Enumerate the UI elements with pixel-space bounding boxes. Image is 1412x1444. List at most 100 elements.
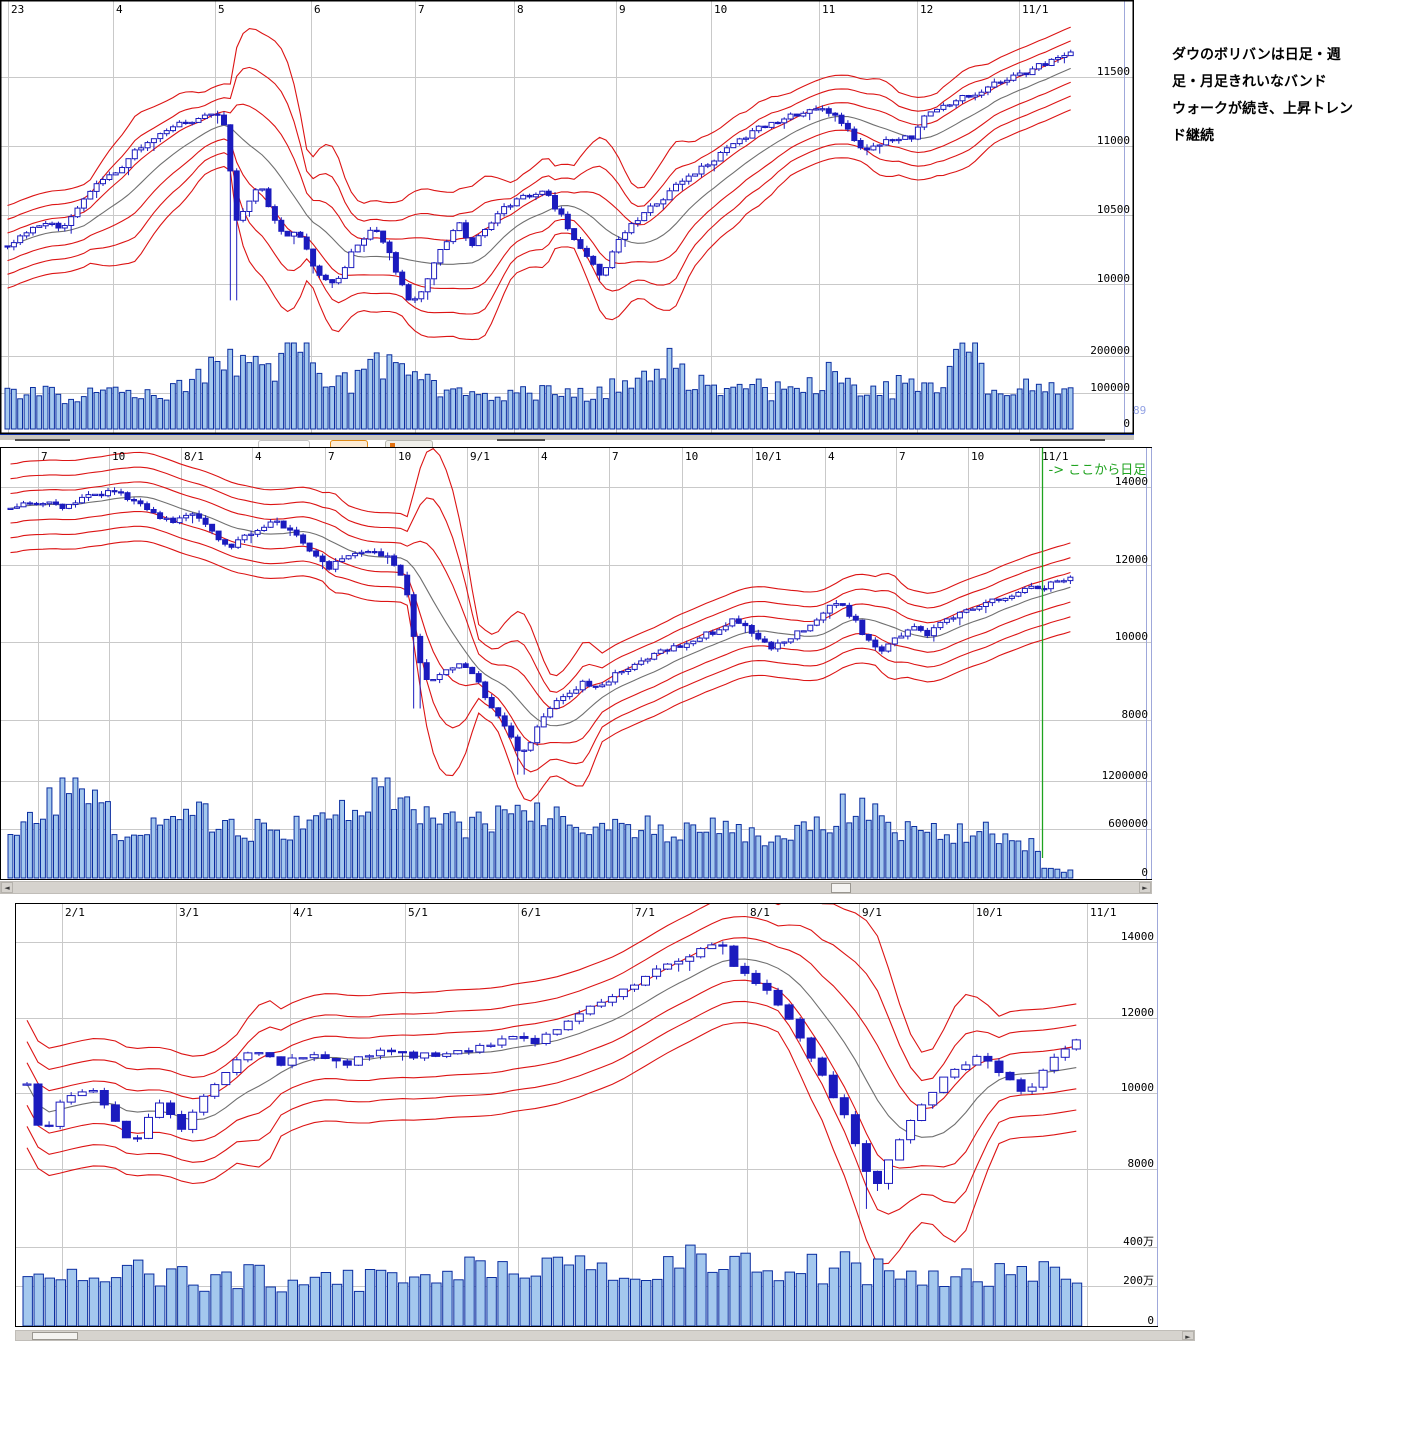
x-axis-tick-label: 6/1 xyxy=(521,906,541,919)
volume-tick-label: 600000 xyxy=(1108,817,1148,830)
price-tick-label: 10000 xyxy=(1097,272,1130,285)
x-axis-tick-label: 5 xyxy=(218,3,225,16)
x-axis-tick-label: 8/1 xyxy=(750,906,770,919)
daily-start-marker-label: -> ここから日足 xyxy=(1049,463,1147,478)
analysis-note-line: ダウのボリバンは日足・週 xyxy=(1172,47,1341,63)
x-axis-tick-label: 12 xyxy=(920,3,933,16)
bollinger-bands xyxy=(10,447,1071,802)
price-tick-label: 8000 xyxy=(1128,1157,1155,1170)
price-tick-label: 10000 xyxy=(1115,630,1148,643)
x-axis-tick-label: 7 xyxy=(612,450,619,463)
price-tick-label: 14000 xyxy=(1115,475,1148,488)
clipped-text-fragment xyxy=(15,439,70,441)
x-axis-tick-label: 11/1 xyxy=(1022,3,1049,16)
x-axis-tick-label: 7 xyxy=(418,3,425,16)
x-axis-tick-label: 4 xyxy=(255,450,262,463)
x-axis-tick-label: 5/1 xyxy=(408,906,428,919)
price-tick-label: 11500 xyxy=(1097,65,1130,78)
clipped-text-fragment xyxy=(497,439,545,441)
bollinger-bands xyxy=(26,903,1077,1265)
x-axis-tick-label: 9/1 xyxy=(470,450,490,463)
x-axis-tick-label: 9 xyxy=(619,3,626,16)
chart-3-scrollbar-thumb[interactable] xyxy=(32,1332,78,1340)
price-tick-label: 8000 xyxy=(1122,708,1149,721)
price-tick-label: 11000 xyxy=(1097,134,1130,147)
price-tick-label: 12000 xyxy=(1121,1006,1154,1019)
x-axis-tick-label: 7 xyxy=(899,450,906,463)
chart-2-scrollbar-thumb[interactable] xyxy=(831,883,851,893)
chart-3-scrollbar[interactable]: ► xyxy=(15,1330,1195,1341)
x-axis-tick-label: 6 xyxy=(314,3,321,16)
scroll-left-arrow-icon[interactable]: ◄ xyxy=(1,882,13,893)
volume-tick-label: 400万 xyxy=(1123,1235,1154,1248)
bollinger-bands xyxy=(7,26,1071,341)
price-tick-label: 12000 xyxy=(1115,553,1148,566)
analysis-note-line: 足・月足きれいなバンド xyxy=(1172,74,1327,90)
candlesticks xyxy=(7,487,1074,775)
x-axis-tick-label: 10/1 xyxy=(976,906,1003,919)
x-axis-tick-label: 10 xyxy=(112,450,125,463)
volume-bars xyxy=(4,342,1074,430)
chart-2-canvas[interactable]: -> ここから日足 7 10 8/1 4 7 10 9/1 4 7 10 10/1 4 7 10 11/1 14… xyxy=(0,447,1152,880)
chart-2-scrollbar[interactable]: ◄ ► xyxy=(0,881,1152,894)
volume-bars xyxy=(22,1244,1083,1327)
x-axis-tick-label: 11/1 xyxy=(1090,906,1117,919)
clipped-button-orange[interactable] xyxy=(330,440,368,447)
x-axis-tick-label: 7/1 xyxy=(635,906,655,919)
volume-tick-label: 0 xyxy=(1123,417,1130,430)
window-edge xyxy=(0,434,1134,440)
axis-labels: 2/1 3/1 4/1 5/1 6/1 7/1 8/1 9/1 10/1 11/1 14000 120… xyxy=(65,906,1154,1327)
chart-frame xyxy=(0,0,1134,434)
analysis-note-line: ド継続 xyxy=(1172,128,1214,144)
candlesticks xyxy=(4,49,1074,303)
volume-tick-label: 0 xyxy=(1147,1314,1154,1327)
candlesticks xyxy=(22,941,1081,1209)
clipped-text-fragment xyxy=(1030,439,1105,441)
x-axis-tick-label: 4 xyxy=(828,450,835,463)
x-axis-tick-label: 11 xyxy=(822,3,835,16)
x-axis-tick-label: 10 xyxy=(714,3,727,16)
price-tick-label: 10000 xyxy=(1121,1081,1154,1094)
clipped-button-gray[interactable] xyxy=(385,440,433,447)
axis-labels: 23 4 5 6 7 8 9 10 11 12 11/1 11500 11000 10500 10000 20… xyxy=(11,3,1130,430)
scroll-right-arrow-icon[interactable]: ► xyxy=(1139,882,1151,893)
x-axis-tick-label: 10 xyxy=(398,450,411,463)
clipped-input[interactable] xyxy=(258,440,310,447)
volume-tick-label: 200万 xyxy=(1123,1274,1154,1287)
chart-3-panel: 2/1 3/1 4/1 5/1 6/1 7/1 8/1 9/1 10/1 11/1 14000 120… xyxy=(15,903,1158,1327)
chart-1-canvas[interactable]: 23 4 5 6 7 8 9 10 11 12 11/1 11500 11000 10500 10000 20… xyxy=(0,0,1134,434)
volume-tick-label: 200000 xyxy=(1090,344,1130,357)
volume-tick-label: 0 xyxy=(1141,866,1148,879)
x-axis-tick-label: 9/1 xyxy=(862,906,882,919)
x-axis-tick-label: 7 xyxy=(41,450,48,463)
chart-2-panel: -> ここから日足 7 10 8/1 4 7 10 9/1 4 7 10 10/1 4 7 10 11/1 14… xyxy=(0,447,1152,880)
chart-1-panel: 23 4 5 6 7 8 9 10 11 12 11/1 11500 11000 10500 10000 20… xyxy=(0,0,1134,434)
chart-3-canvas[interactable]: 2/1 3/1 4/1 5/1 6/1 7/1 8/1 9/1 10/1 11/1 14000 120… xyxy=(15,903,1158,1327)
analysis-note-line: ウォークが続き、上昇トレン xyxy=(1172,101,1354,117)
x-axis-tick-label: 4 xyxy=(116,3,123,16)
volume-tick-label: 1200000 xyxy=(1102,769,1148,782)
volume-tick-label: 100000 xyxy=(1090,381,1130,394)
axis-labels: 7 10 8/1 4 7 10 9/1 4 7 10 10/1 4 7 10 11/1 14000 12000 1… xyxy=(41,450,1148,879)
x-axis-tick-label: 23 xyxy=(11,3,24,16)
x-axis-tick-label: 11/1 xyxy=(1042,450,1069,463)
x-axis-tick-label: 4/1 xyxy=(293,906,313,919)
x-axis-tick-label: 4 xyxy=(541,450,548,463)
x-axis-tick-label: 10 xyxy=(685,450,698,463)
x-axis-tick-label: 2/1 xyxy=(65,906,85,919)
volume-bars xyxy=(7,777,1074,879)
x-axis-tick-label: 10/1 xyxy=(755,450,782,463)
x-axis-tick-label: 8 xyxy=(517,3,524,16)
clipped-button-icon xyxy=(390,443,395,447)
scroll-right-arrow-icon[interactable]: ► xyxy=(1182,1331,1194,1341)
x-axis-tick-label: 10 xyxy=(971,450,984,463)
x-axis-tick-label: 3/1 xyxy=(179,906,199,919)
analysis-note: ダウのボリバンは日足・週 足・月足きれいなバンド ウォークが続き、上昇トレン ド… xyxy=(1172,42,1372,150)
x-axis-tick-label: 7 xyxy=(328,450,335,463)
clipped-toolbar xyxy=(0,434,1134,447)
ghost-label: 89 xyxy=(1133,404,1147,417)
x-axis-tick-label: 8/1 xyxy=(184,450,204,463)
price-tick-label: 10500 xyxy=(1097,203,1130,216)
price-tick-label: 14000 xyxy=(1121,930,1154,943)
